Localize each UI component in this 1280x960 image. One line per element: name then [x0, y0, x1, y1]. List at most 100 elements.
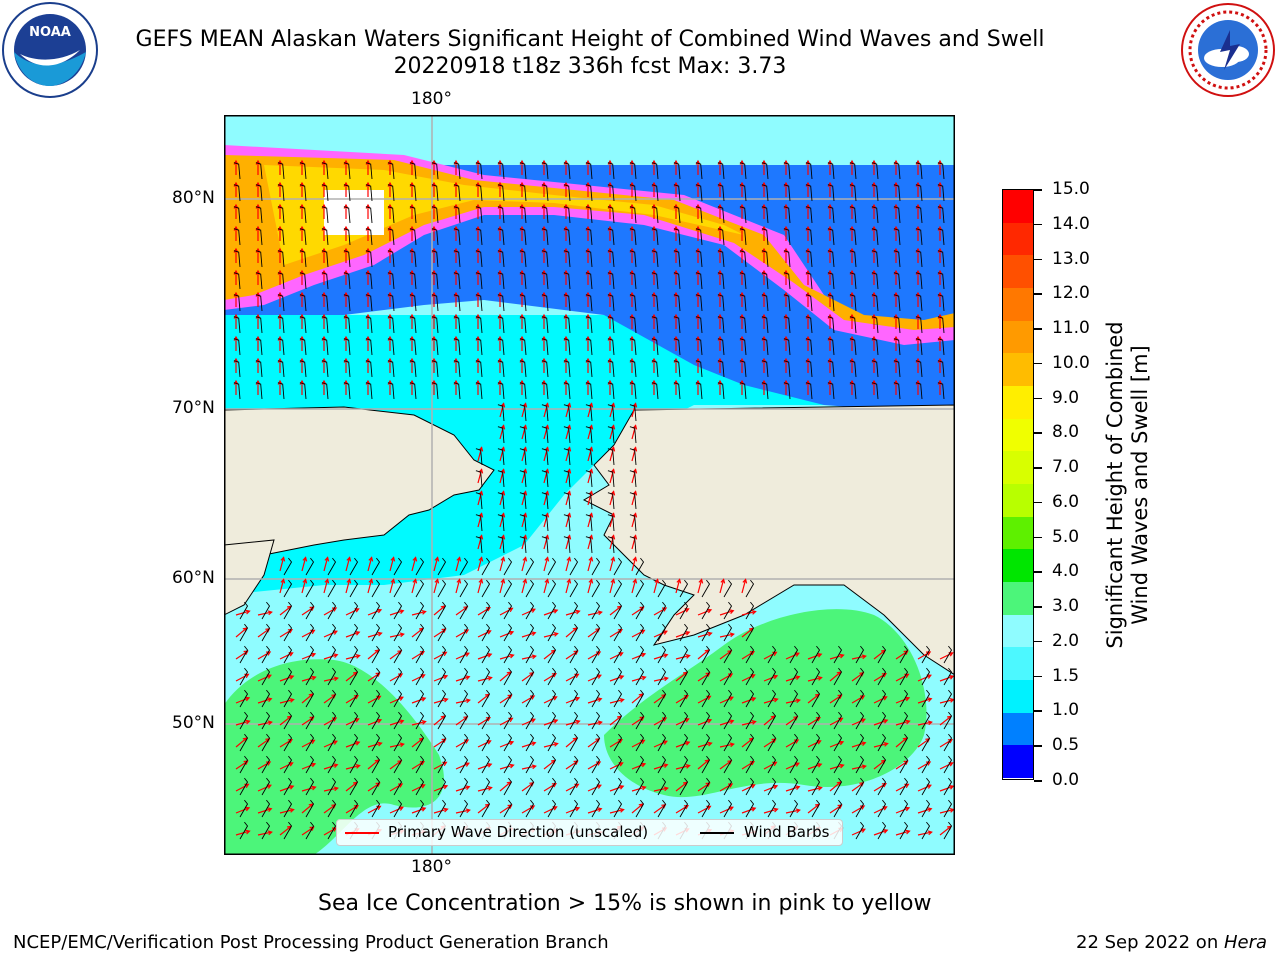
- wind-barb: [805, 250, 813, 268]
- land-alaska: [582, 404, 955, 676]
- wind-barb: [277, 360, 285, 378]
- wind-barb: [261, 799, 271, 818]
- wind-barb: [239, 733, 249, 752]
- wind-barb: [327, 733, 337, 752]
- wind-barb: [563, 426, 571, 444]
- wind-barb: [255, 272, 263, 290]
- wave-arrow-head: [280, 578, 286, 584]
- wind-barb: [937, 228, 945, 246]
- wind-barb: [701, 799, 711, 818]
- wave-arrow: [521, 608, 536, 616]
- wind-barb: [921, 799, 931, 818]
- wave-arrow: [455, 762, 470, 770]
- wind-barb: [701, 689, 711, 708]
- wind-barb: [541, 162, 549, 180]
- wind-barb: [673, 184, 681, 202]
- wind-barb: [283, 711, 293, 730]
- wind-barb: [613, 601, 623, 620]
- wave-arrow-head: [588, 578, 594, 584]
- wave-arrow: [851, 672, 864, 682]
- wave-arrow: [389, 579, 395, 594]
- wind-barb: [569, 733, 579, 752]
- wind-barb: [371, 733, 381, 752]
- wind-barb: [365, 272, 373, 290]
- wave-arrow-head: [574, 806, 581, 812]
- wind-barb: [349, 645, 359, 664]
- wind-barb: [327, 777, 337, 796]
- wave-arrow-head: [355, 654, 361, 659]
- wave-arrow: [389, 610, 404, 616]
- wind-barb: [519, 360, 527, 378]
- wind-barb: [437, 557, 447, 576]
- wave-arrow-head: [772, 674, 779, 680]
- wind-barb: [453, 382, 461, 400]
- wave-arrow: [697, 759, 710, 770]
- wave-arrow-head: [266, 761, 272, 766]
- wind-barb: [305, 557, 315, 576]
- wind-barb: [283, 623, 293, 642]
- wind-barb: [613, 579, 623, 598]
- wave-arrow: [477, 557, 483, 572]
- wind-barb: [541, 360, 549, 378]
- wind-barb: [701, 777, 711, 796]
- wave-arrow-head: [771, 738, 777, 743]
- wave-arrow: [609, 579, 615, 594]
- wind-barb: [745, 689, 755, 708]
- wind-barb: [475, 492, 483, 510]
- wave-arrow: [235, 720, 250, 726]
- wind-barb: [849, 360, 857, 378]
- wave-arrow: [455, 557, 461, 572]
- wave-arrow: [939, 675, 954, 682]
- wind-barb: [679, 667, 689, 686]
- wave-arrow: [807, 740, 821, 748]
- wind-barb: [585, 162, 593, 180]
- wind-barb: [607, 184, 615, 202]
- colorbar-label: 1.0: [1052, 700, 1080, 721]
- wind-barb: [525, 777, 535, 796]
- wind-barb: [811, 777, 821, 796]
- wind-barb: [321, 316, 329, 334]
- wind-barb: [321, 206, 329, 224]
- wave-arrow: [587, 698, 602, 704]
- wind-barb: [673, 162, 681, 180]
- wave-arrow-head: [927, 720, 933, 726]
- wind-barb: [563, 492, 571, 510]
- wind-barb: [547, 579, 557, 598]
- wind-barb: [547, 557, 557, 576]
- wind-barb: [481, 711, 491, 730]
- wind-barb: [915, 338, 923, 356]
- wave-arrow: [917, 784, 932, 792]
- wind-barb: [673, 382, 681, 400]
- lon-label-top: 180°: [411, 89, 452, 109]
- wind-barb: [871, 316, 879, 334]
- wind-barb: [673, 294, 681, 312]
- wind-barb: [541, 184, 549, 202]
- wind-barb: [701, 711, 711, 730]
- wind-barb: [327, 601, 337, 620]
- wind-barb: [717, 250, 725, 268]
- wind-barb: [723, 623, 733, 642]
- wind-barb: [453, 206, 461, 224]
- wind-barb: [855, 821, 865, 840]
- wind-barb: [761, 250, 769, 268]
- wind-barb: [657, 579, 667, 598]
- wave-arrow: [807, 653, 822, 660]
- wave-arrow: [565, 673, 579, 682]
- wave-arrow-head: [861, 741, 867, 747]
- wind-barb: [591, 799, 601, 818]
- wind-barb: [657, 733, 667, 752]
- wave-arrow: [345, 671, 358, 682]
- wave-arrow-head: [311, 785, 317, 791]
- wave-arrow-head: [575, 609, 581, 615]
- colorbar-label: 12.0: [1052, 283, 1090, 304]
- wave-arrow-head: [487, 763, 493, 768]
- wave-arrow-head: [443, 697, 449, 703]
- wave-arrow: [917, 698, 932, 704]
- wave-arrow: [719, 579, 725, 594]
- wind-barb: [789, 777, 799, 796]
- wind-barb: [651, 382, 659, 400]
- wind-barb: [393, 667, 403, 686]
- wave-arrow: [279, 675, 294, 682]
- wind-barb: [519, 294, 527, 312]
- wind-barb: [541, 272, 549, 290]
